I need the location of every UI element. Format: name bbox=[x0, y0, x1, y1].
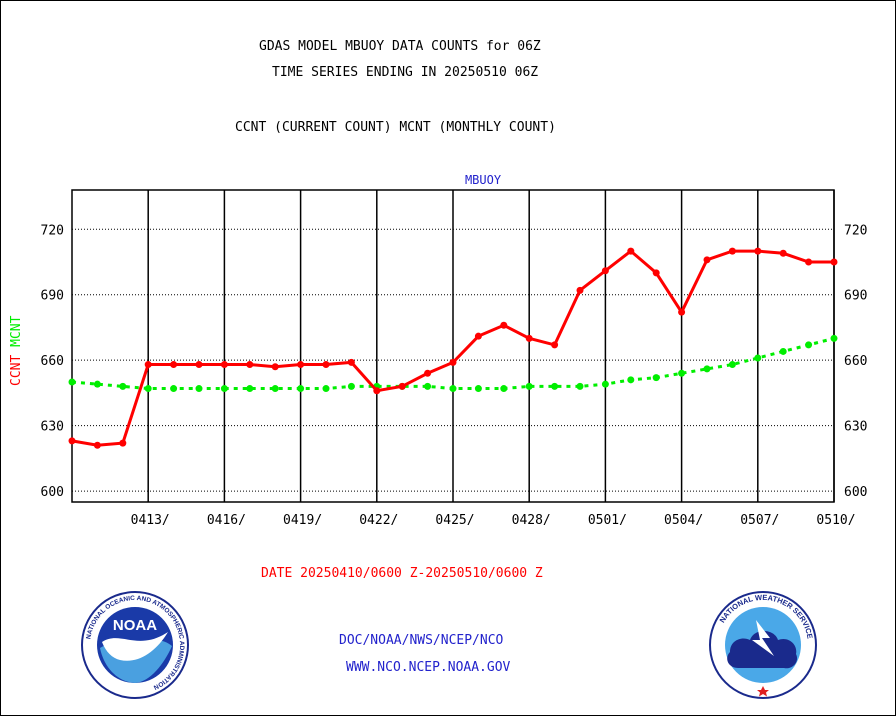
ccnt-point bbox=[322, 361, 330, 369]
x-tick-label: 0419/ bbox=[283, 513, 322, 528]
y-tick-label-right: 660 bbox=[844, 354, 867, 369]
ccnt-point bbox=[220, 361, 228, 369]
ccnt-point bbox=[830, 258, 838, 266]
mcnt-point bbox=[678, 369, 686, 377]
org-line: DOC/NOAA/NWS/NCEP/NCO bbox=[339, 633, 504, 648]
y-tick-label-right: 690 bbox=[844, 289, 867, 304]
mcnt-point bbox=[779, 347, 787, 355]
y-tick-label-right: 600 bbox=[844, 485, 867, 500]
y-tick-label-left: 720 bbox=[41, 223, 64, 238]
ccnt-point bbox=[373, 387, 381, 395]
ccnt-point bbox=[627, 247, 635, 255]
mcnt-point bbox=[805, 341, 813, 349]
ccnt-point bbox=[703, 256, 711, 264]
mcnt-point bbox=[119, 382, 127, 390]
x-tick-label: 0501/ bbox=[588, 513, 627, 528]
x-tick-label: 0428/ bbox=[512, 513, 551, 528]
ccnt-point bbox=[500, 321, 508, 329]
mcnt-point bbox=[500, 385, 508, 393]
ccnt-point bbox=[805, 258, 813, 266]
y-tick-label-left: 690 bbox=[41, 289, 64, 304]
ccnt-point bbox=[601, 267, 609, 275]
ccnt-point bbox=[93, 441, 101, 449]
ccnt-point bbox=[551, 341, 559, 349]
x-tick-label: 0507/ bbox=[740, 513, 779, 528]
ccnt-point bbox=[576, 286, 584, 294]
ccnt-point bbox=[779, 249, 787, 257]
y-axis-label: CCNT MCNT bbox=[9, 315, 24, 386]
ccnt-point bbox=[728, 247, 736, 255]
mcnt-point bbox=[68, 378, 76, 386]
mcnt-point bbox=[474, 385, 482, 393]
ccnt-point bbox=[271, 363, 279, 371]
y-axis-label-mcnt: MCNT bbox=[9, 315, 24, 346]
ccnt-point bbox=[652, 269, 660, 277]
mcnt-point bbox=[195, 385, 203, 393]
ccnt-point bbox=[170, 361, 178, 369]
x-tick-label: 0416/ bbox=[207, 513, 246, 528]
ccnt-point bbox=[144, 361, 152, 369]
ccnt-point bbox=[119, 439, 127, 447]
y-tick-label-left: 630 bbox=[41, 420, 64, 435]
mcnt-point bbox=[220, 385, 228, 393]
mcnt-point bbox=[93, 380, 101, 388]
mcnt-point bbox=[754, 354, 762, 362]
plot-frame bbox=[71, 189, 835, 503]
y-tick-label-right: 720 bbox=[844, 223, 867, 238]
x-tick-label: 0504/ bbox=[664, 513, 703, 528]
ccnt-point bbox=[754, 247, 762, 255]
x-tick-label: 0425/ bbox=[435, 513, 474, 528]
mcnt-point bbox=[322, 385, 330, 393]
mcnt-point bbox=[830, 334, 838, 342]
mcnt-point bbox=[627, 376, 635, 384]
mcnt-point bbox=[652, 374, 660, 382]
mcnt-point bbox=[170, 385, 178, 393]
ccnt-point bbox=[449, 358, 457, 366]
ccnt-point bbox=[525, 334, 533, 342]
url-line: WWW.NCO.NCEP.NOAA.GOV bbox=[346, 660, 511, 675]
mcnt-point bbox=[703, 365, 711, 373]
mcnt-point bbox=[424, 382, 432, 390]
y-tick-label-right: 630 bbox=[844, 420, 867, 435]
y-tick-label-left: 600 bbox=[41, 485, 64, 500]
ccnt-point bbox=[246, 361, 254, 369]
y-tick-label-left: 660 bbox=[41, 354, 64, 369]
mcnt-point bbox=[728, 361, 736, 369]
ccnt-point bbox=[195, 361, 203, 369]
noaa-logo: NOAA NATIONAL OCEANIC AND ATMOSPHERIC AD… bbox=[81, 591, 189, 699]
y-axis-label-ccnt: CCNT bbox=[9, 347, 24, 386]
ccnt-point bbox=[297, 361, 305, 369]
ccnt-point bbox=[347, 358, 355, 366]
mcnt-point bbox=[525, 382, 533, 390]
ccnt-point bbox=[474, 332, 482, 340]
x-tick-label: 0413/ bbox=[131, 513, 170, 528]
ccnt-point bbox=[68, 437, 76, 445]
mcnt-point bbox=[246, 385, 254, 393]
ccnt-point bbox=[678, 308, 686, 316]
mcnt-point bbox=[271, 385, 279, 393]
mcnt-point bbox=[297, 385, 305, 393]
mcnt-point bbox=[601, 380, 609, 388]
mcnt-point bbox=[551, 382, 559, 390]
chart-title-line1: GDAS MODEL MBUOY DATA COUNTS for 06Z bbox=[259, 39, 541, 54]
noaa-logo-text: NOAA bbox=[113, 617, 157, 634]
plot-title: MBUOY bbox=[465, 173, 502, 187]
nws-logo: NATIONAL WEATHER SERVICE bbox=[709, 591, 817, 699]
ccnt-point bbox=[398, 382, 406, 390]
chart-subtitle: CCNT (CURRENT COUNT) MCNT (MONTHLY COUNT… bbox=[235, 120, 556, 135]
mcnt-point bbox=[449, 385, 457, 393]
ccnt-point bbox=[424, 369, 432, 377]
mcnt-point bbox=[576, 382, 584, 390]
mcnt-point bbox=[144, 385, 152, 393]
x-tick-label: 0422/ bbox=[359, 513, 398, 528]
x-tick-label: 0510/ bbox=[816, 513, 855, 528]
date-range-label: DATE 20250410/0600 Z-20250510/0600 Z bbox=[261, 566, 543, 581]
chart-title-line2: TIME SERIES ENDING IN 20250510 06Z bbox=[272, 65, 539, 80]
mcnt-point bbox=[347, 382, 355, 390]
